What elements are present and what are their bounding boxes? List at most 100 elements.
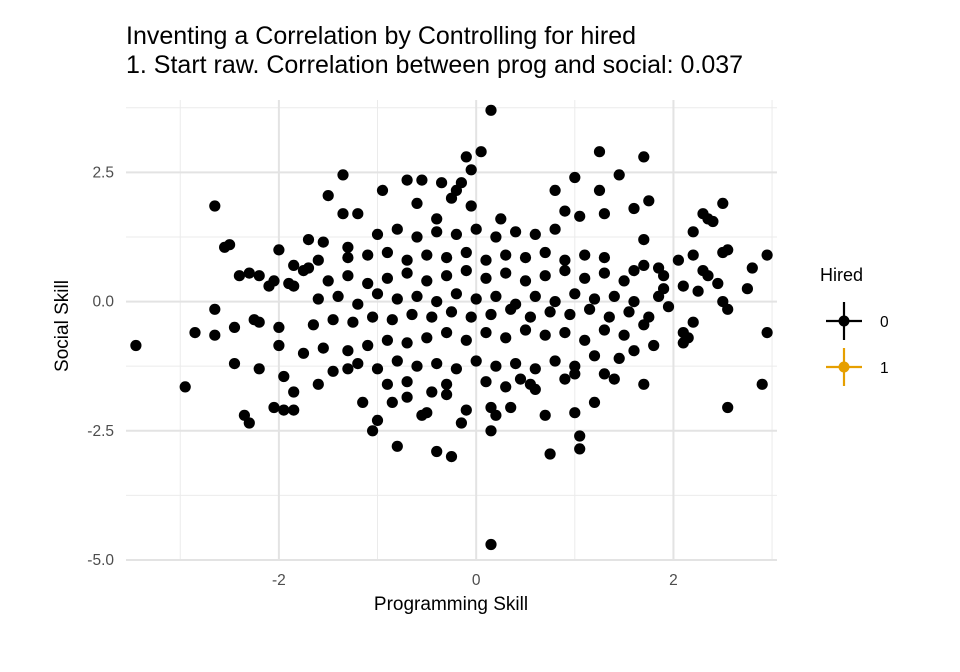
data-point [579, 272, 591, 284]
data-point [130, 339, 142, 352]
y-axis-title: Social Skill [52, 280, 73, 372]
data-point [243, 267, 255, 279]
data-point [401, 376, 413, 388]
data-point [416, 174, 428, 186]
data-point [441, 252, 453, 264]
data-point [268, 275, 280, 287]
data-point [529, 363, 541, 375]
data-point [608, 290, 620, 302]
data-point [569, 360, 581, 372]
data-point [643, 311, 655, 323]
data-point [327, 314, 339, 326]
data-point [588, 396, 601, 408]
data-point [332, 290, 344, 302]
data-point [288, 259, 300, 271]
data-point [450, 363, 462, 375]
legend-key-1-point [838, 361, 850, 373]
data-point [598, 267, 611, 279]
data-point [519, 275, 532, 287]
data-point [347, 316, 359, 328]
data-point [228, 358, 241, 370]
data-point [411, 197, 423, 209]
data-point [559, 205, 571, 217]
data-point [248, 314, 260, 326]
data-point [431, 296, 443, 308]
data-point [480, 376, 492, 388]
data-point [460, 404, 472, 416]
data-point [312, 254, 324, 266]
data-point [391, 355, 403, 367]
data-point [524, 378, 537, 390]
data-point [362, 277, 374, 290]
data-point [692, 285, 704, 297]
data-point [357, 396, 369, 408]
data-point [593, 146, 606, 158]
data-point [362, 339, 374, 352]
data-point [470, 355, 482, 367]
data-point [519, 252, 532, 264]
data-point [623, 306, 635, 318]
data-point [342, 363, 354, 375]
data-point [278, 370, 290, 383]
data-point [273, 244, 285, 256]
data-point [638, 151, 650, 163]
data-point [485, 538, 497, 551]
data-point [431, 445, 443, 458]
data-point [638, 234, 650, 246]
data-point [465, 164, 477, 176]
x-tick-label: 2 [669, 572, 678, 589]
data-point [273, 321, 285, 333]
data-point [559, 265, 571, 277]
data-point [598, 208, 611, 220]
data-point [460, 265, 472, 277]
data-point [598, 252, 611, 264]
data-point [509, 358, 522, 370]
data-point [406, 308, 418, 321]
data-point [529, 228, 541, 240]
data-point [756, 378, 768, 390]
data-point [381, 246, 393, 259]
data-point [441, 327, 453, 339]
data-point [352, 298, 364, 310]
data-point [500, 332, 512, 344]
data-point [697, 208, 709, 220]
data-point [307, 319, 319, 331]
data-point [367, 425, 379, 437]
data-point [579, 249, 591, 261]
data-point [431, 213, 443, 225]
data-points [130, 104, 773, 551]
y-tick-label: 0.0 [92, 294, 114, 311]
data-point [302, 234, 315, 246]
data-point [441, 378, 453, 390]
data-point [628, 202, 640, 215]
data-point [268, 401, 280, 414]
data-point [431, 358, 443, 370]
data-point [411, 290, 423, 302]
data-point [401, 254, 413, 266]
data-point [722, 401, 734, 414]
data-point [569, 368, 581, 380]
data-point [243, 417, 255, 429]
data-point [421, 275, 433, 287]
chart-title: Inventing a Correlation by Controlling f… [126, 22, 636, 50]
data-point [618, 329, 630, 341]
data-point [480, 327, 492, 339]
data-point [702, 270, 714, 282]
data-point [209, 303, 221, 315]
data-point [317, 342, 329, 354]
data-point [480, 272, 492, 284]
data-point [519, 324, 532, 336]
data-point [584, 303, 596, 315]
data-point [312, 378, 324, 390]
data-point [470, 223, 482, 235]
data-point [411, 231, 423, 243]
data-point [480, 254, 492, 266]
data-point [761, 249, 773, 261]
data-point [401, 391, 413, 403]
data-point [342, 252, 354, 264]
data-point [662, 301, 675, 313]
data-point [371, 363, 384, 375]
data-point [672, 254, 685, 266]
data-point [677, 280, 689, 292]
data-point [421, 249, 433, 261]
